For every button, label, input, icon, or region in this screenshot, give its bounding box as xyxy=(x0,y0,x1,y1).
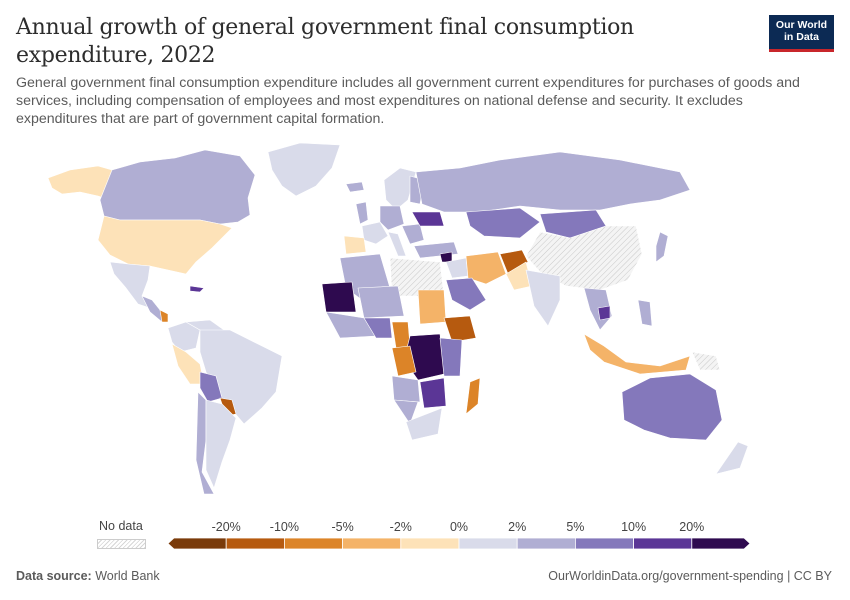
legend-tick-label: -2% xyxy=(390,520,412,534)
country-new-zealand[interactable] xyxy=(715,441,749,475)
country-iran[interactable] xyxy=(465,251,507,285)
legend-bin-7[interactable] xyxy=(575,537,635,550)
legend-bin-1[interactable] xyxy=(225,537,285,550)
country-china[interactable] xyxy=(525,225,643,291)
country-saudi-arabia[interactable] xyxy=(445,277,487,311)
data-source: Data source: World Bank xyxy=(16,569,160,583)
country-angola[interactable] xyxy=(391,375,421,403)
country-brazil[interactable] xyxy=(199,329,283,425)
country-india[interactable] xyxy=(525,269,561,327)
legend-no-data-swatch[interactable] xyxy=(97,539,146,549)
world-map[interactable] xyxy=(0,130,850,510)
country-indonesia[interactable] xyxy=(583,333,691,375)
legend-tick-label: 2% xyxy=(508,520,526,534)
legend-bin-2[interactable] xyxy=(283,537,343,550)
country-namibia[interactable] xyxy=(393,399,419,425)
country-italy[interactable] xyxy=(387,231,407,257)
country-balkans[interactable] xyxy=(401,223,425,245)
country-madagascar[interactable] xyxy=(465,377,481,415)
country-ethiopia[interactable] xyxy=(443,315,477,343)
legend-bin-5[interactable] xyxy=(458,537,518,550)
legend-bin-8[interactable] xyxy=(633,537,693,550)
country-spain[interactable] xyxy=(343,235,367,255)
logo-accent-bar xyxy=(769,49,834,52)
logo-line-1: Our World xyxy=(775,19,828,31)
chart-subtitle: General government final consumption exp… xyxy=(16,75,800,127)
country-iceland[interactable] xyxy=(345,181,365,193)
country-nicaragua[interactable] xyxy=(159,309,169,323)
legend-tick-label: 0% xyxy=(450,520,468,534)
legend-tick-label: -20% xyxy=(212,520,241,534)
source-url[interactable]: OurWorldinData.org/government-spending |… xyxy=(548,569,832,583)
legend-bin-6[interactable] xyxy=(516,537,576,550)
country-south-africa[interactable] xyxy=(405,407,443,441)
chart-title: Annual growth of general government fina… xyxy=(16,15,634,68)
country-afghanistan[interactable] xyxy=(499,249,529,275)
country-niger-chad[interactable] xyxy=(357,285,405,319)
country-kazakhstan[interactable] xyxy=(465,207,541,239)
legend-tick-label: 20% xyxy=(679,520,704,534)
country-cuba[interactable] xyxy=(189,285,205,293)
country-japan[interactable] xyxy=(655,231,669,263)
country-germany-central[interactable] xyxy=(379,205,405,231)
legend-tick-label: -10% xyxy=(270,520,299,534)
country-png[interactable] xyxy=(691,351,721,371)
data-source-value[interactable]: World Bank xyxy=(95,569,160,583)
country-cambodia[interactable] xyxy=(597,305,611,321)
legend-tick-label: 10% xyxy=(621,520,646,534)
country-russia[interactable] xyxy=(415,151,691,213)
legend-tick-label: 5% xyxy=(566,520,584,534)
legend-bin-0[interactable] xyxy=(167,537,227,550)
country-argentina[interactable] xyxy=(205,399,237,489)
country-nigeria[interactable] xyxy=(363,317,393,339)
country-ukraine[interactable] xyxy=(411,211,445,227)
legend-tick-label: -5% xyxy=(331,520,353,534)
country-usa[interactable] xyxy=(97,215,233,275)
country-philippines[interactable] xyxy=(637,299,653,327)
country-norway-sweden[interactable] xyxy=(383,167,417,211)
country-bolivia[interactable] xyxy=(199,371,223,403)
country-mali[interactable] xyxy=(321,281,357,313)
logo-line-2: in Data xyxy=(783,31,819,43)
country-congo-gabon[interactable] xyxy=(391,345,417,377)
legend-no-data-label: No data xyxy=(99,519,143,533)
legend-bin-4[interactable] xyxy=(400,537,460,550)
data-source-label: Data source: xyxy=(16,569,92,583)
country-greenland[interactable] xyxy=(267,142,341,197)
legend-bin-3[interactable] xyxy=(342,537,402,550)
country-zimbabwe[interactable] xyxy=(419,377,447,409)
legend-bin-9[interactable] xyxy=(691,537,751,550)
country-uk[interactable] xyxy=(355,201,369,225)
owid-logo[interactable]: Our World in Data xyxy=(769,15,834,52)
country-east-africa[interactable] xyxy=(439,337,463,377)
country-australia[interactable] xyxy=(621,373,723,441)
